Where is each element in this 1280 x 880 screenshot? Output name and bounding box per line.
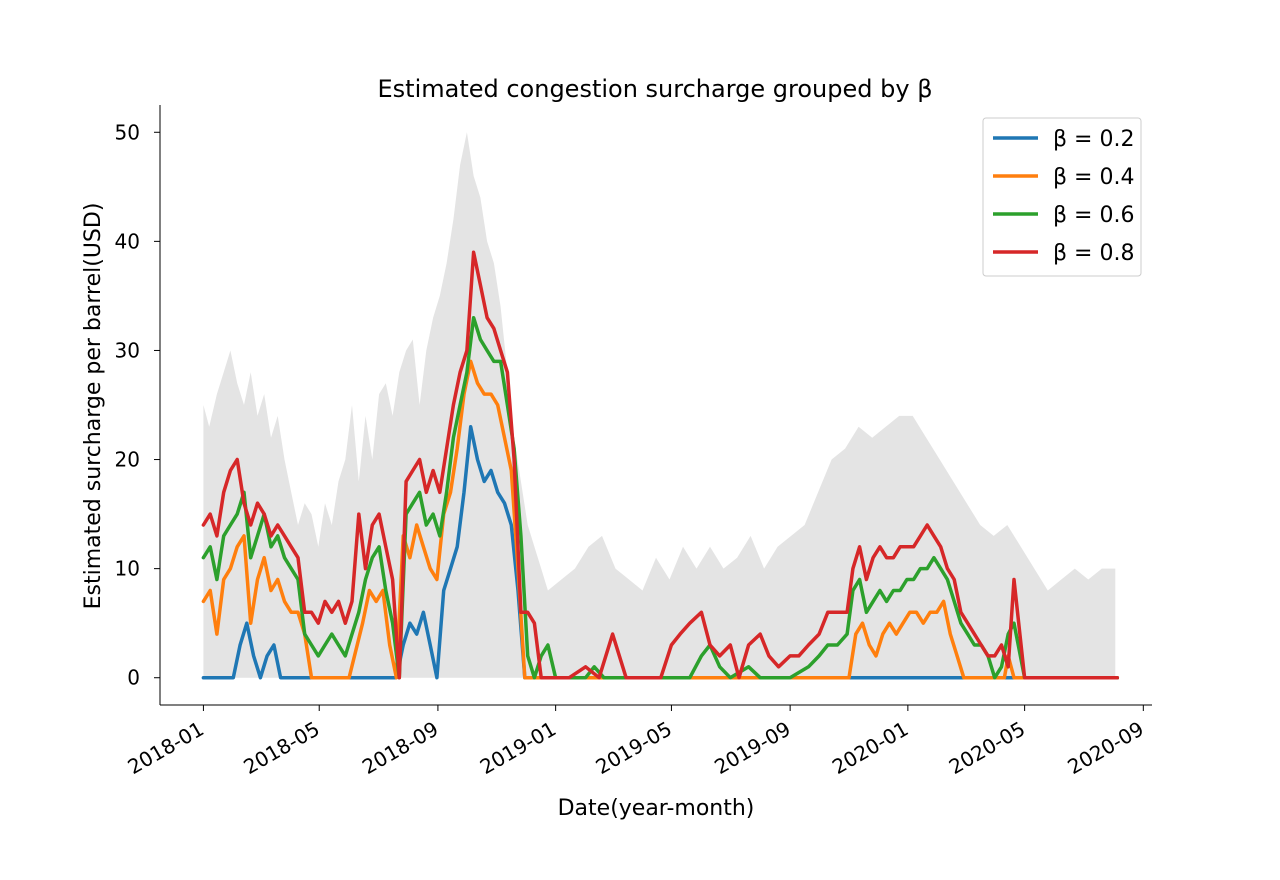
series-layer bbox=[201, 250, 1120, 680]
x-tick-label: 2018-01 bbox=[124, 717, 208, 780]
legend-label-4: β = 0.8 bbox=[1053, 241, 1134, 266]
legend-label-1: β = 0.2 bbox=[1053, 127, 1134, 152]
x-ticks: 2018-01 2018-05 2018-09 2019-01 2019-05 2019-… bbox=[124, 705, 1148, 779]
band-layer bbox=[203, 132, 1116, 678]
x-tick-label: 2020-05 bbox=[945, 717, 1029, 780]
x-tick-label: 2019-01 bbox=[476, 717, 560, 780]
series-line-2 bbox=[201, 359, 1120, 680]
x-axis-label: Date(year-month) bbox=[558, 796, 755, 821]
y-tick-label: 0 bbox=[127, 666, 140, 690]
y-ticks: 0 10 20 30 40 50 bbox=[115, 120, 160, 690]
legend-label-3: β = 0.6 bbox=[1053, 203, 1134, 228]
series-line-3 bbox=[201, 315, 1120, 680]
legend: β = 0.2 β = 0.4 β = 0.6 β = 0.8 bbox=[982, 117, 1142, 277]
x-tick-label: 2020-01 bbox=[828, 717, 912, 780]
y-tick-label: 40 bbox=[115, 229, 140, 253]
x-tick-label: 2018-09 bbox=[358, 717, 442, 780]
y-tick-label: 10 bbox=[115, 557, 140, 581]
x-tick-label: 2020-09 bbox=[1063, 717, 1147, 780]
y-axis-label: Estimated surcharge per barrel(USD) bbox=[81, 203, 106, 610]
x-tick-label: 2019-05 bbox=[592, 717, 676, 780]
legend-label-2: β = 0.4 bbox=[1053, 165, 1134, 190]
x-tick-label: 2018-05 bbox=[239, 717, 323, 780]
x-tick-label: 2019-09 bbox=[710, 717, 794, 780]
y-tick-label: 50 bbox=[115, 120, 140, 144]
chart-title: Estimated congestion surcharge grouped b… bbox=[377, 75, 932, 103]
y-tick-label: 30 bbox=[115, 338, 140, 362]
shaded-range-band bbox=[203, 132, 1116, 678]
axes bbox=[159, 105, 1152, 706]
y-tick-label: 20 bbox=[115, 448, 140, 472]
legend-entries: β = 0.2 β = 0.4 β = 0.6 β = 0.8 bbox=[993, 127, 1134, 266]
series-line-4 bbox=[201, 250, 1120, 680]
legend-box bbox=[982, 117, 1142, 277]
